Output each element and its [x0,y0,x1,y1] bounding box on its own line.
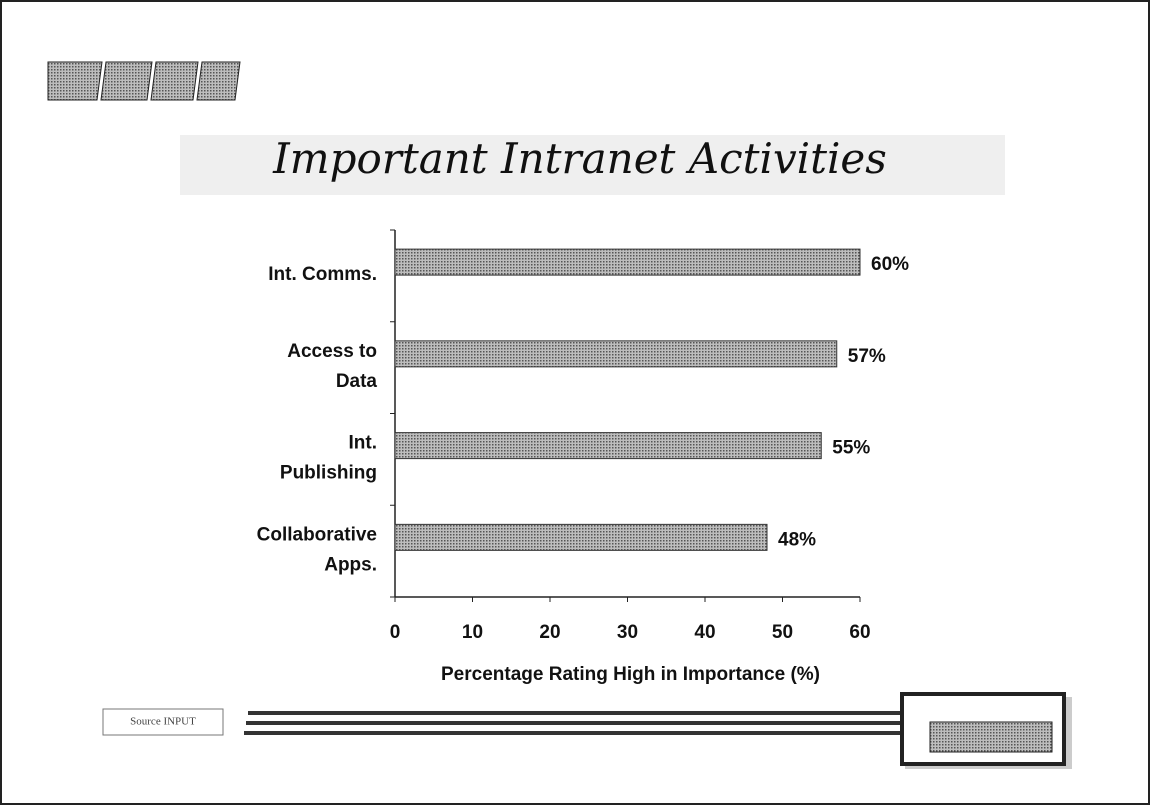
x-tick-label: 0 [390,622,401,643]
source: Source INPUT [130,716,196,728]
bar [394,248,861,276]
y-tick-label: Publishing [280,463,377,484]
x-tick-label: 40 [694,622,715,643]
bar [394,432,822,460]
y-tick-label: Data [336,371,378,392]
x-tick-label: 50 [772,622,793,643]
bar [394,523,768,551]
x-tick-label: 10 [462,622,483,643]
bar [394,340,838,368]
x-tick-label: 30 [617,622,638,643]
x-tick-label: 60 [849,622,870,643]
chart-title: Important Intranet Activities [272,134,887,183]
y-tick-label: Apps. [324,554,377,575]
y-tick-label: Int. Comms. [268,264,377,285]
title-shade [180,135,1005,195]
value-label: 57% [848,346,886,367]
source-box [102,708,224,736]
logo [47,61,241,101]
value-label: 48% [778,529,816,550]
x-axis-label: Percentage Rating High in Importance (%) [441,664,820,685]
value-label: 60% [871,254,909,275]
footer-lines [244,711,905,735]
value-label: 55% [832,438,870,459]
x-tick-label: 20 [539,622,560,643]
y-tick-label: Int. [349,433,378,454]
footer-block [929,721,1053,753]
y-tick-label: Access to [287,341,377,362]
y-tick-label: Collaborative [257,524,377,545]
